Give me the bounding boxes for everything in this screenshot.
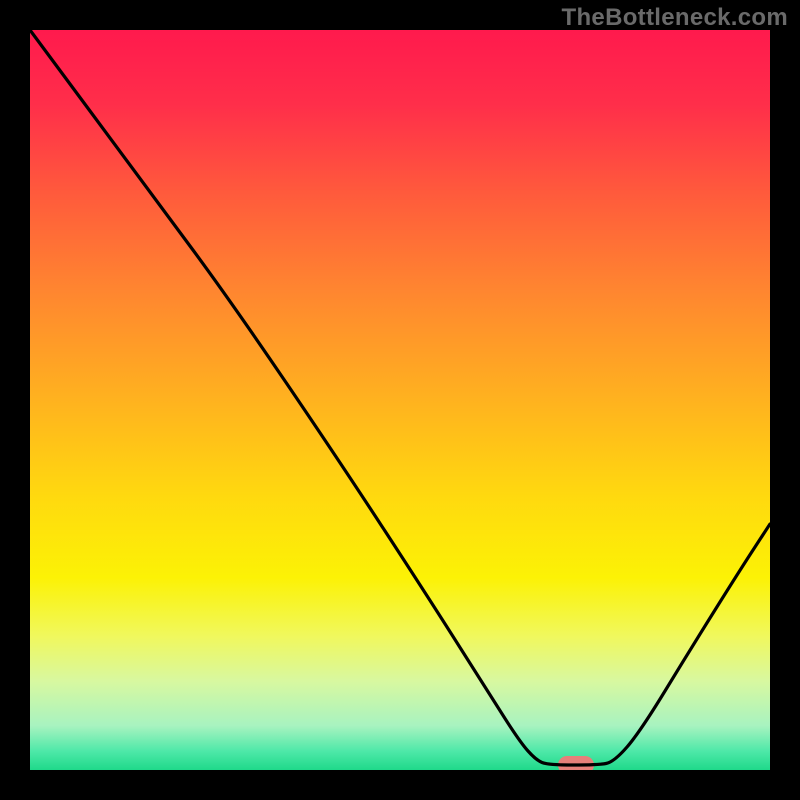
bottleneck-chart: TheBottleneck.com bbox=[0, 0, 800, 800]
watermark-text: TheBottleneck.com bbox=[562, 4, 788, 32]
chart-background bbox=[30, 30, 770, 770]
chart-svg bbox=[0, 0, 800, 800]
